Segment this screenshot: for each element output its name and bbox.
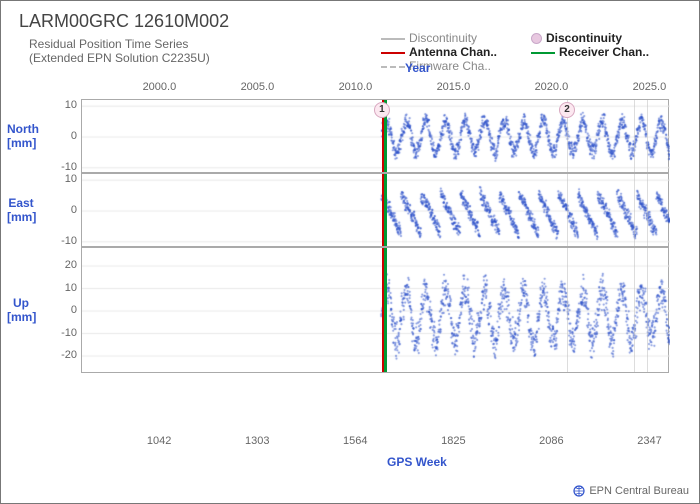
y-tick: -10: [49, 161, 77, 173]
subtitle-line-1: Residual Position Time Series: [29, 37, 188, 51]
event-line: [647, 100, 648, 172]
year-tick: 2000.0: [143, 81, 177, 93]
y-tick: -20: [49, 349, 77, 361]
panel-up: [81, 247, 669, 373]
y-tick: -10: [49, 235, 77, 247]
gpsweek-tick: 1564: [343, 435, 367, 447]
gpsweek-tick: 2086: [539, 435, 563, 447]
ylabel-north: North[mm]: [7, 122, 35, 150]
y-tick: 10: [49, 282, 77, 294]
y-tick: 0: [49, 130, 77, 142]
bottom-axis-label: GPS Week: [387, 455, 447, 469]
year-tick: 2025.0: [633, 81, 667, 93]
y-tick: 0: [49, 204, 77, 216]
event-line: [647, 248, 648, 372]
legend-item: Discontinuity: [381, 31, 477, 45]
top-axis-label: Year: [405, 61, 430, 75]
globe-icon: [573, 485, 585, 497]
year-tick: 2010.0: [339, 81, 373, 93]
panel-east: [81, 173, 669, 247]
gpsweek-tick: 1825: [441, 435, 465, 447]
year-tick: 2015.0: [437, 81, 471, 93]
gpsweek-tick: 1303: [245, 435, 269, 447]
attribution-text: EPN Central Bureau: [589, 485, 689, 497]
year-tick: 2020.0: [535, 81, 569, 93]
event-line: [384, 248, 387, 372]
legend-item: Antenna Chan..: [381, 45, 497, 59]
y-tick: 10: [49, 99, 77, 111]
ylabel-east: East[mm]: [7, 196, 35, 224]
legend-item: Discontinuity: [531, 31, 622, 45]
y-tick: 10: [49, 173, 77, 185]
y-tick: -10: [49, 327, 77, 339]
event-marker: 2: [559, 102, 575, 118]
ylabel-up: Up[mm]: [7, 296, 35, 324]
page-title: LARM00GRC 12610M002: [19, 11, 229, 32]
event-line: [567, 248, 568, 372]
event-line: [384, 174, 387, 246]
gpsweek-tick: 2347: [637, 435, 661, 447]
event-line: [634, 100, 635, 172]
y-tick: 0: [49, 304, 77, 316]
attribution: EPN Central Bureau: [573, 485, 689, 497]
event-line: [567, 174, 568, 246]
y-tick: 20: [49, 259, 77, 271]
event-line: [634, 174, 635, 246]
event-line: [634, 248, 635, 372]
event-marker: 1: [374, 102, 390, 118]
subtitle-line-2: (Extended EPN Solution C2235U): [29, 51, 210, 65]
legend-item: Firmware Cha..: [381, 59, 491, 73]
legend-item: Receiver Chan..: [531, 45, 649, 59]
event-line: [647, 174, 648, 246]
year-tick: 2005.0: [241, 81, 275, 93]
gpsweek-tick: 1042: [147, 435, 171, 447]
